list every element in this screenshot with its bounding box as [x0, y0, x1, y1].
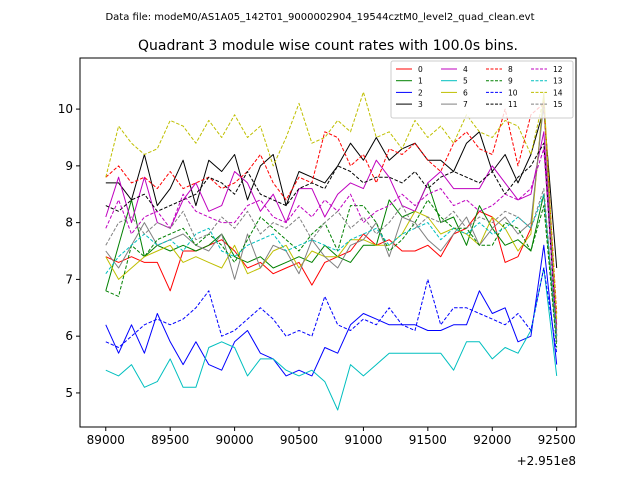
- chart-suptitle: Data file: modeM0/AS1A05_142T01_90000029…: [105, 12, 534, 23]
- x-tick-label: 89000: [87, 433, 125, 447]
- x-offset-label: +2.951e8: [517, 454, 576, 468]
- x-tick-label: 90500: [280, 433, 318, 447]
- series-line-10: [105, 267, 558, 354]
- legend-label-12: 12: [553, 65, 563, 74]
- legend-label-8: 8: [508, 65, 513, 74]
- legend-label-3: 3: [418, 100, 423, 109]
- x-tick-label: 90000: [216, 433, 254, 447]
- series-line-13: [105, 193, 558, 337]
- series-line-8: [105, 102, 558, 314]
- series-line-7: [105, 102, 558, 342]
- x-axis: 89000 89500 90000 90500 91000 91500 92000 92500: [87, 427, 576, 447]
- legend-label-6: 6: [463, 88, 468, 97]
- chart-title: Quadrant 3 module wise count rates with …: [138, 38, 518, 54]
- series-line-1: [105, 182, 558, 342]
- series-line-15: [105, 188, 558, 337]
- x-tick-label: 92500: [538, 433, 576, 447]
- series-line-2: [105, 244, 558, 377]
- y-tick-label: 6: [65, 329, 73, 343]
- legend-label-11: 11: [508, 100, 518, 109]
- legend-label-10: 10: [508, 88, 518, 97]
- x-tick-label: 91500: [409, 433, 447, 447]
- legend-label-4: 4: [463, 65, 468, 74]
- y-tick-label: 8: [65, 216, 73, 230]
- x-tick-label: 92000: [473, 433, 511, 447]
- y-tick-label: 5: [65, 386, 73, 400]
- series-line-14: [105, 91, 558, 320]
- legend-label-1: 1: [418, 77, 423, 86]
- x-tick-label: 91000: [344, 433, 382, 447]
- series-line-6: [105, 91, 558, 331]
- legend-label-2: 2: [418, 88, 423, 97]
- y-tick-label: 10: [58, 102, 73, 116]
- series-line-5: [105, 267, 558, 411]
- legend-label-14: 14: [553, 88, 563, 97]
- y-tick-label: 9: [65, 159, 73, 173]
- series-line-9: [105, 199, 558, 348]
- series-line-3: [105, 108, 558, 269]
- legend-box: [390, 60, 574, 119]
- y-tick-label: 7: [65, 272, 73, 286]
- legend-label-9: 9: [508, 77, 513, 86]
- legend-label-13: 13: [553, 77, 563, 86]
- plot-lines: [105, 91, 558, 411]
- x-tick-label: 89500: [151, 433, 189, 447]
- y-axis: 5 6 7 8 9 10: [58, 102, 80, 400]
- legend-label-7: 7: [463, 100, 468, 109]
- plot-frame: [79, 57, 577, 428]
- series-line-0: [105, 97, 558, 337]
- legend-label-0: 0: [418, 65, 423, 74]
- series-line-12: [105, 148, 558, 331]
- legend-label-5: 5: [463, 77, 468, 86]
- legend-label-15: 15: [553, 100, 563, 109]
